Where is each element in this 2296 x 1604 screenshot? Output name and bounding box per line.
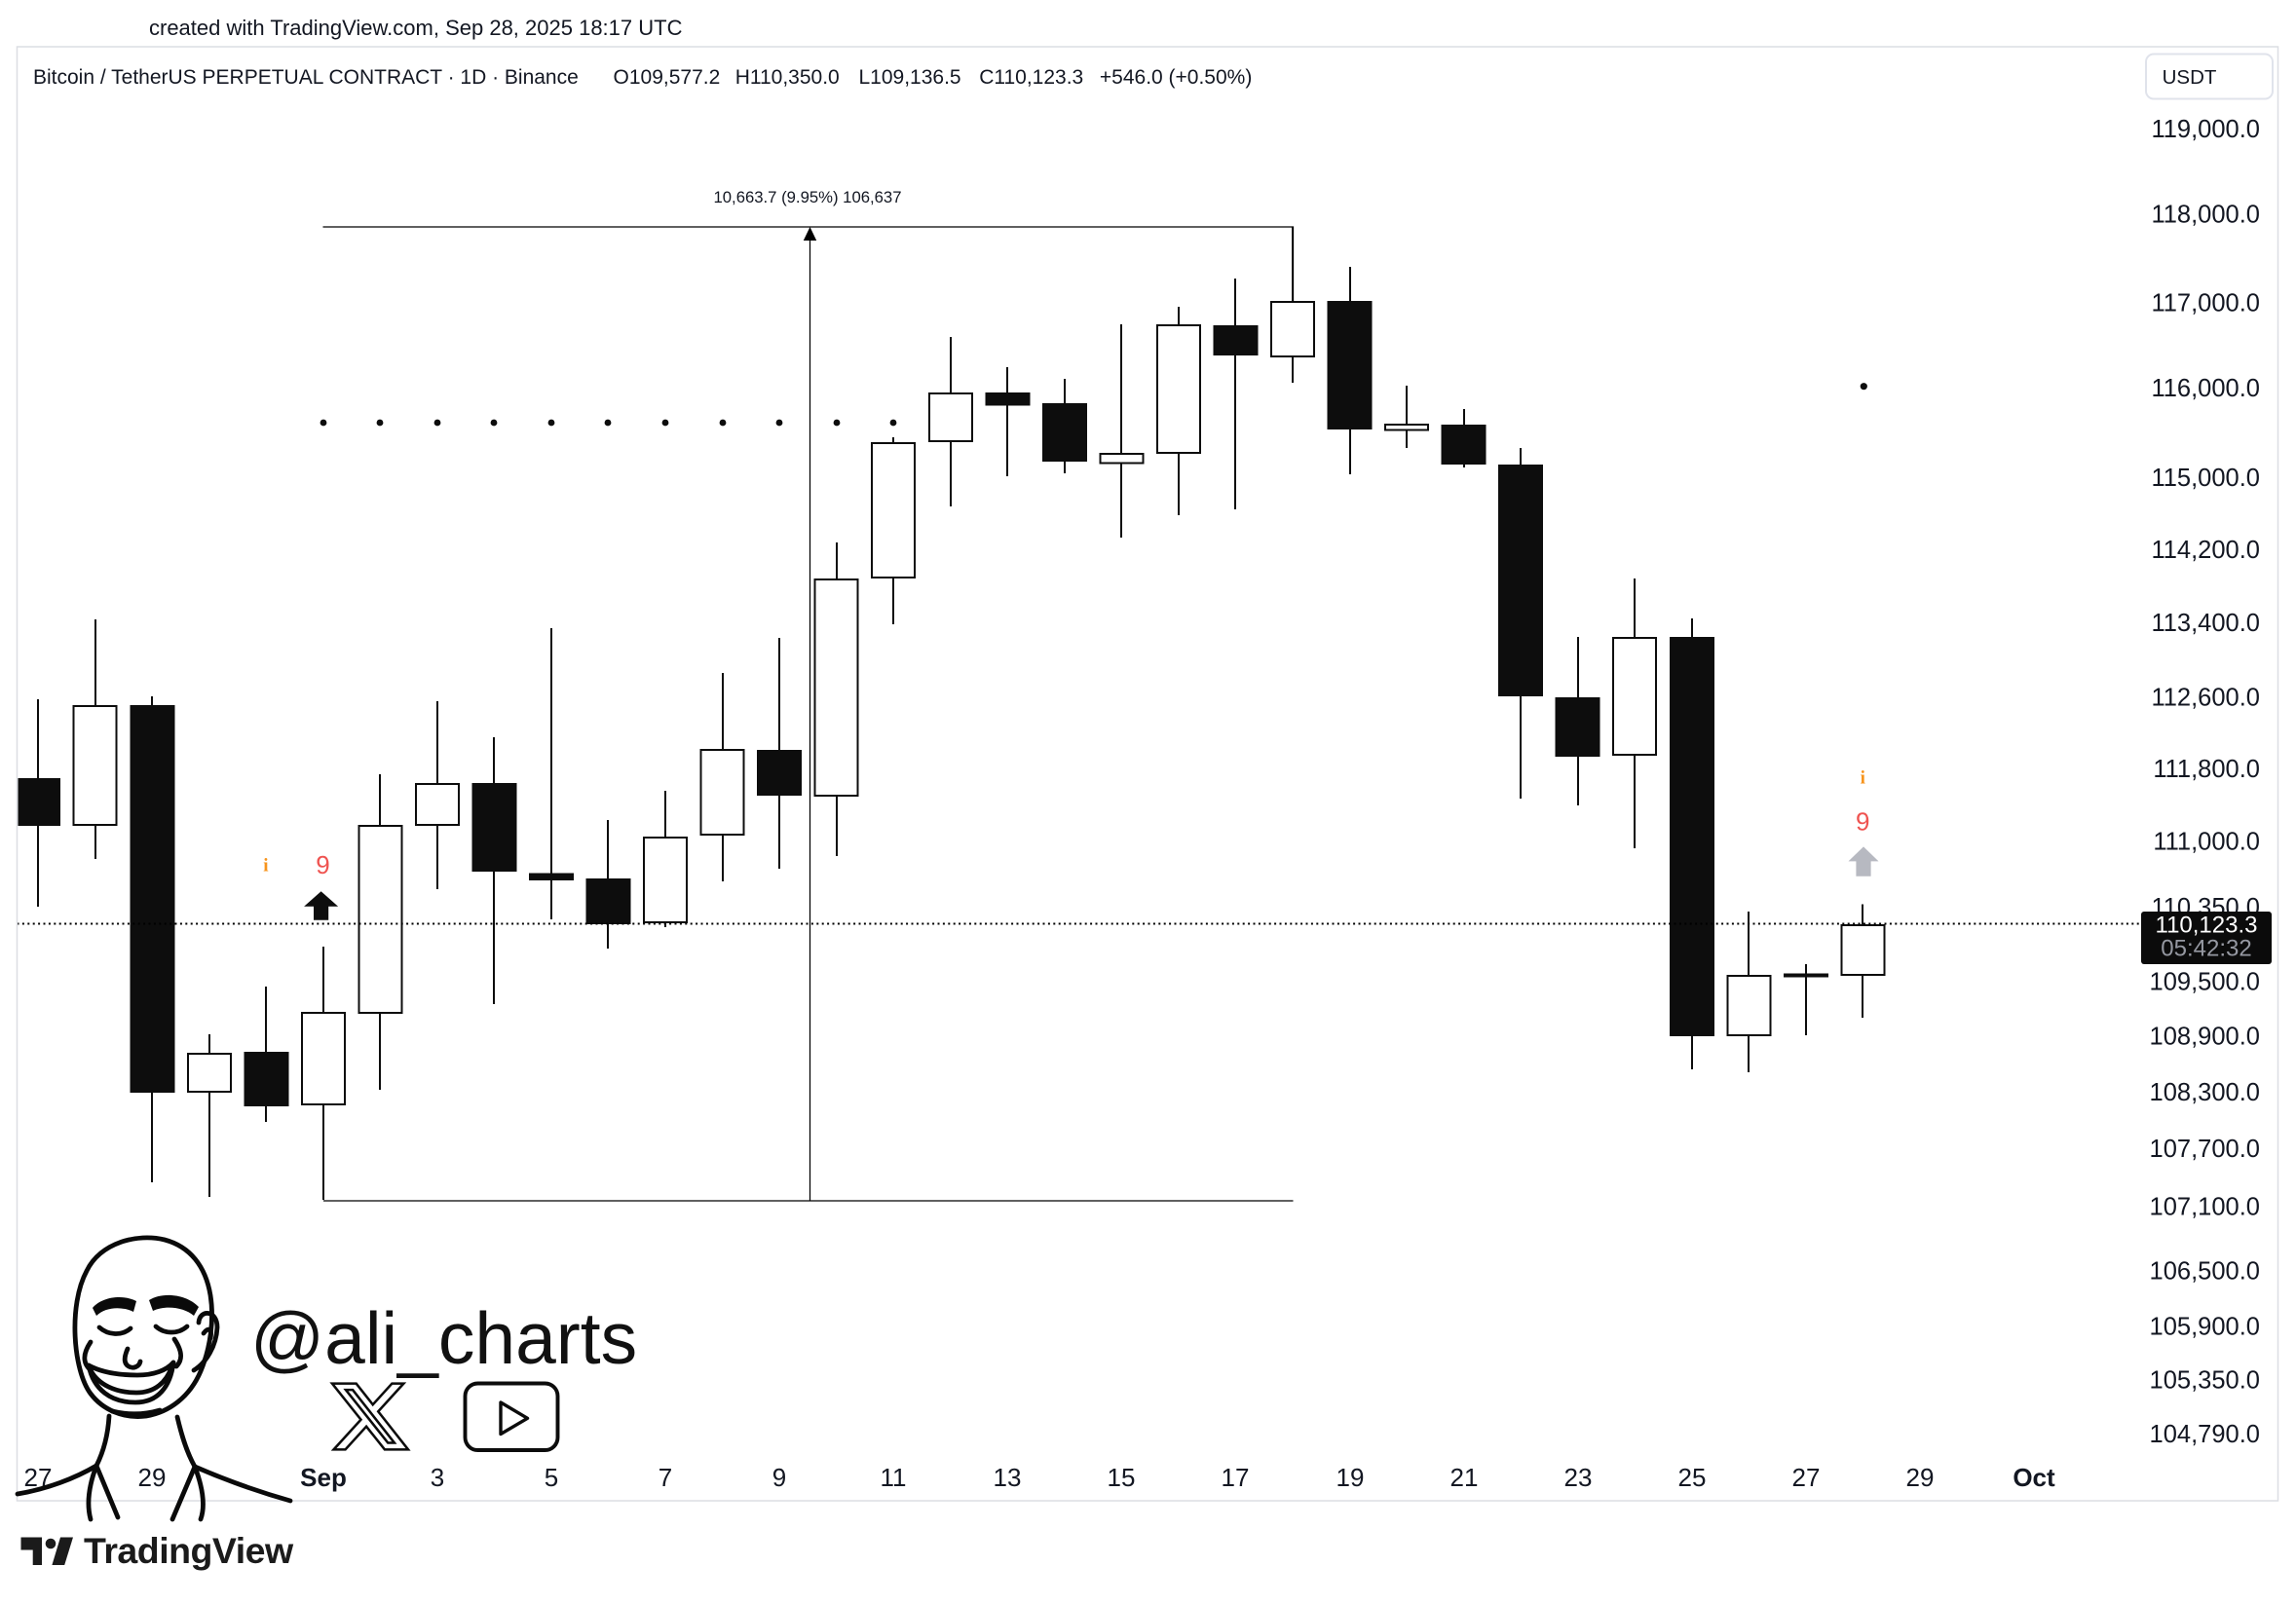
svg-text:@ali_charts: @ali_charts: [250, 1297, 637, 1379]
svg-text:29: 29: [1906, 1463, 1935, 1492]
svg-text:TradingView: TradingView: [84, 1530, 294, 1571]
svg-text:105,900.0: 105,900.0: [2150, 1314, 2260, 1341]
svg-text:110,123.3: 110,123.3: [2156, 913, 2258, 939]
svg-text:115,000.0: 115,000.0: [2151, 465, 2260, 492]
svg-text:109,500.0: 109,500.0: [2150, 969, 2260, 996]
svg-text:107,700.0: 107,700.0: [2150, 1136, 2260, 1163]
svg-text:21: 21: [1450, 1463, 1479, 1492]
svg-text:104,790.0: 104,790.0: [2150, 1421, 2260, 1448]
svg-text:i: i: [263, 856, 268, 877]
svg-text:+546.0 (+0.50%): +546.0 (+0.50%): [1100, 66, 1252, 89]
svg-text:17: 17: [1222, 1463, 1250, 1492]
svg-text:13: 13: [994, 1463, 1022, 1492]
svg-text:25: 25: [1678, 1463, 1707, 1492]
svg-text:Sep: Sep: [300, 1463, 347, 1492]
svg-text:15: 15: [1108, 1463, 1136, 1492]
svg-text:108,300.0: 108,300.0: [2150, 1079, 2260, 1106]
svg-text:119,000.0: 119,000.0: [2151, 116, 2260, 143]
svg-text:27: 27: [1792, 1463, 1821, 1492]
svg-text:107,100.0: 107,100.0: [2150, 1194, 2260, 1221]
svg-text:H110,350.0: H110,350.0: [735, 66, 840, 89]
svg-text:L109,136.5: L109,136.5: [859, 66, 961, 89]
svg-text:111,800.0: 111,800.0: [2153, 756, 2260, 783]
svg-text:23: 23: [1564, 1463, 1593, 1492]
svg-text:i: i: [1861, 768, 1865, 789]
svg-text:111,000.0: 111,000.0: [2153, 829, 2260, 856]
svg-text:10,663.7 (9.95%) 106,637: 10,663.7 (9.95%) 106,637: [714, 188, 902, 206]
svg-text:9: 9: [1856, 807, 1869, 837]
svg-text:5: 5: [545, 1463, 558, 1492]
svg-text:C110,123.3: C110,123.3: [979, 66, 1083, 89]
svg-text:9: 9: [772, 1463, 786, 1492]
svg-text:7: 7: [659, 1463, 672, 1492]
svg-text:Oct: Oct: [2013, 1463, 2055, 1492]
svg-text:117,000.0: 117,000.0: [2151, 290, 2260, 317]
svg-text:118,000.0: 118,000.0: [2151, 201, 2260, 228]
svg-text:19: 19: [1336, 1463, 1365, 1492]
svg-text:3: 3: [431, 1463, 444, 1492]
svg-text:116,000.0: 116,000.0: [2151, 375, 2260, 402]
svg-text:O109,577.2: O109,577.2: [614, 66, 721, 89]
svg-text:113,400.0: 113,400.0: [2151, 610, 2260, 637]
svg-text:05:42:32: 05:42:32: [2161, 936, 2251, 962]
svg-text:112,600.0: 112,600.0: [2151, 685, 2260, 712]
svg-text:Bitcoin / TetherUS PERPETUAL C: Bitcoin / TetherUS PERPETUAL CONTRACT · …: [33, 66, 579, 89]
svg-text:108,900.0: 108,900.0: [2150, 1024, 2260, 1051]
svg-text:USDT: USDT: [2163, 66, 2217, 89]
svg-text:105,350.0: 105,350.0: [2150, 1366, 2260, 1394]
svg-text:29: 29: [138, 1463, 167, 1492]
svg-text:106,500.0: 106,500.0: [2150, 1257, 2260, 1285]
svg-text:created with TradingView.com,: created with TradingView.com, Sep 28, 20…: [149, 16, 683, 40]
svg-text:114,200.0: 114,200.0: [2151, 537, 2260, 564]
svg-text:9: 9: [316, 850, 329, 879]
svg-text:11: 11: [881, 1463, 907, 1492]
